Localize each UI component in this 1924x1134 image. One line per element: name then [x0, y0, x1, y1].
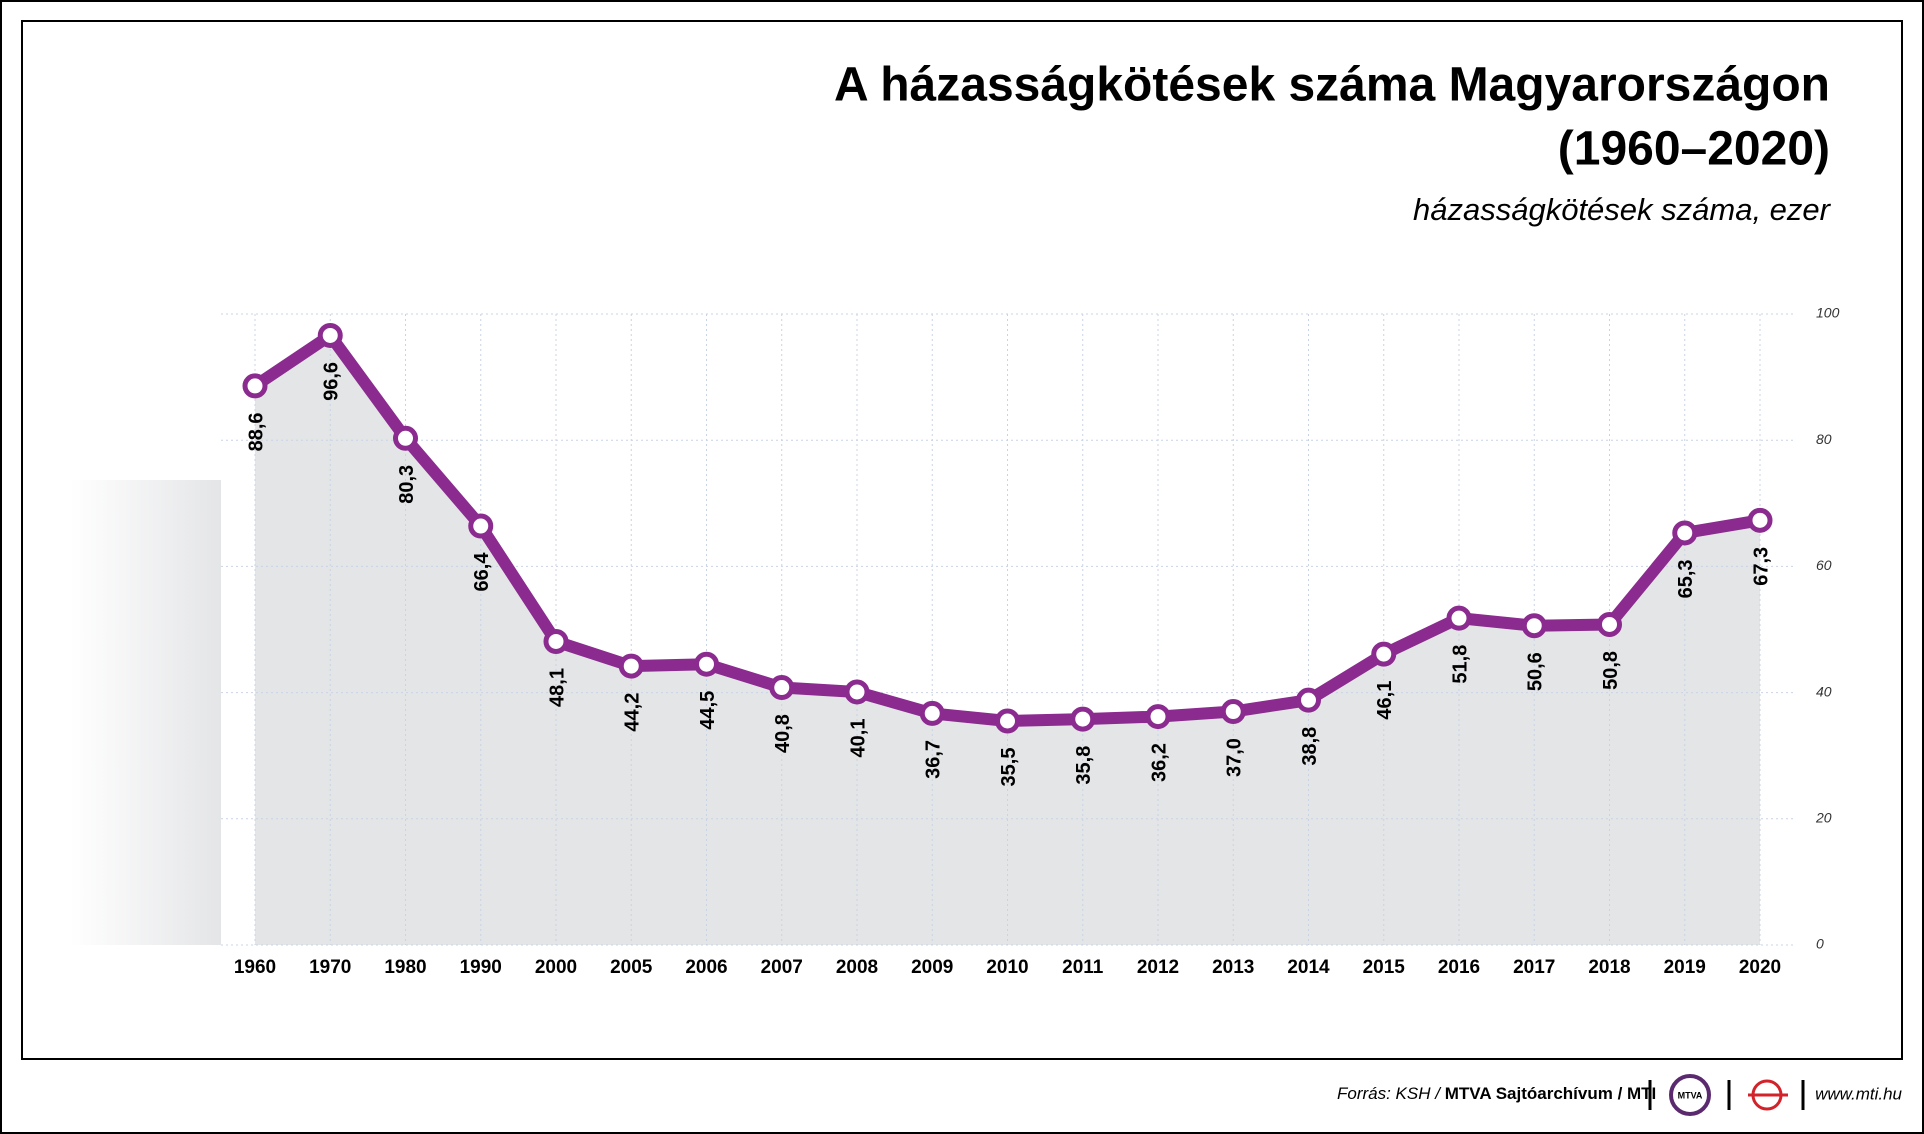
value-label: 38,8 — [1299, 727, 1321, 766]
value-label: 67,3 — [1750, 547, 1772, 586]
x-tick-label: 2015 — [1363, 957, 1406, 978]
chart-frame — [21, 20, 1903, 1060]
y-tick-label: 80 — [1816, 431, 1832, 447]
marker — [1672, 520, 1698, 546]
value-label: 35,5 — [998, 748, 1020, 787]
marker — [1296, 687, 1321, 713]
marker — [995, 708, 1020, 734]
value-label: 40,1 — [847, 719, 869, 758]
x-tick-label: 2010 — [986, 957, 1028, 978]
footer-url: www.mti.hu — [1815, 1084, 1902, 1103]
y-tick-label: 20 — [1815, 810, 1832, 826]
footer-source: Forrás: KSH / MTVA Sajtóarchívum / MTI — [1337, 1084, 1656, 1103]
marker — [769, 675, 795, 701]
x-tick-label: 2006 — [685, 957, 727, 978]
value-label: 36,7 — [923, 740, 945, 779]
marker — [1145, 704, 1171, 730]
value-label: 35,8 — [1073, 746, 1095, 785]
value-label: 44,5 — [697, 691, 719, 730]
x-tick-label: 2011 — [1062, 957, 1104, 978]
x-tick-label: 2012 — [1137, 957, 1179, 978]
x-tick-label: 1970 — [309, 957, 351, 978]
chart-title: A házasságkötések száma Magyarországon — [834, 59, 1830, 112]
marker — [468, 513, 494, 539]
x-tick-label: 1980 — [384, 957, 426, 978]
area-fade — [70, 480, 221, 945]
marker — [1220, 699, 1246, 725]
y-tick-label: 100 — [1816, 305, 1840, 321]
value-label: 44,2 — [622, 693, 644, 732]
value-label: 46,1 — [1374, 681, 1396, 720]
y-tick-label: 0 — [1816, 936, 1824, 952]
y-tick-label: 40 — [1816, 683, 1832, 699]
marker — [1521, 613, 1547, 639]
x-tick-label: 2013 — [1212, 957, 1254, 978]
marker — [618, 653, 644, 679]
source-bold: MTVA Sajtóarchívum / MTI — [1445, 1084, 1657, 1103]
value-label: 96,6 — [321, 362, 343, 401]
value-label: 50,6 — [1525, 652, 1547, 691]
x-tick-label: 2017 — [1513, 957, 1555, 978]
x-tick-label: 1960 — [234, 957, 276, 978]
value-label: 65,3 — [1675, 559, 1697, 598]
x-tick-label: 2016 — [1438, 957, 1480, 978]
value-label: 50,8 — [1600, 651, 1622, 690]
marker — [543, 628, 569, 654]
value-label: 80,3 — [396, 465, 418, 504]
area — [255, 335, 1760, 946]
x-tick-label: 2014 — [1287, 957, 1330, 978]
marker — [1070, 706, 1096, 732]
marker — [1597, 611, 1622, 637]
value-label: 66,4 — [471, 552, 493, 592]
marker — [1747, 507, 1773, 533]
marker — [919, 700, 945, 726]
chart-subtitle: házasságkötések száma, ezer — [1413, 192, 1832, 227]
x-tick-label: 2020 — [1739, 957, 1781, 978]
plot: 0 20 40 60 80 100 1960 1970 1980 1990 2000 2005 2006… — [221, 305, 1840, 978]
marker — [242, 373, 268, 399]
logo-circle — [1669, 1074, 1711, 1116]
x-tick-label: 1990 — [460, 957, 502, 978]
value-label: 37,0 — [1224, 738, 1246, 777]
source-prefix: Forrás: KSH / — [1337, 1084, 1442, 1103]
value-label: 40,8 — [772, 714, 794, 753]
y-tick-label: 60 — [1816, 557, 1832, 573]
value-label: 36,2 — [1148, 743, 1170, 782]
marker — [1371, 641, 1397, 667]
value-label: 88,6 — [245, 412, 267, 451]
x-tick-label: 2019 — [1664, 957, 1706, 978]
marker — [844, 679, 870, 705]
value-label: 51,8 — [1449, 645, 1471, 684]
x-tick-label: 2007 — [761, 957, 803, 978]
marker — [694, 651, 719, 677]
marker — [393, 425, 418, 451]
value-label: 48,1 — [546, 668, 568, 707]
x-tick-label: 2000 — [535, 957, 577, 978]
marker — [317, 322, 343, 348]
logo-text: MTVA — [1678, 1090, 1703, 1100]
x-tick-label: 2009 — [911, 957, 953, 978]
x-tick-label: 2005 — [610, 957, 653, 978]
x-tick-label: 2018 — [1588, 957, 1630, 978]
x-tick-label: 2008 — [836, 957, 878, 978]
chart-title-line2: (1960–2020) — [1558, 123, 1830, 176]
footer: Forrás: KSH / MTVA Sajtóarchívum / MTI M… — [1337, 1074, 1903, 1116]
marker — [1446, 605, 1472, 631]
